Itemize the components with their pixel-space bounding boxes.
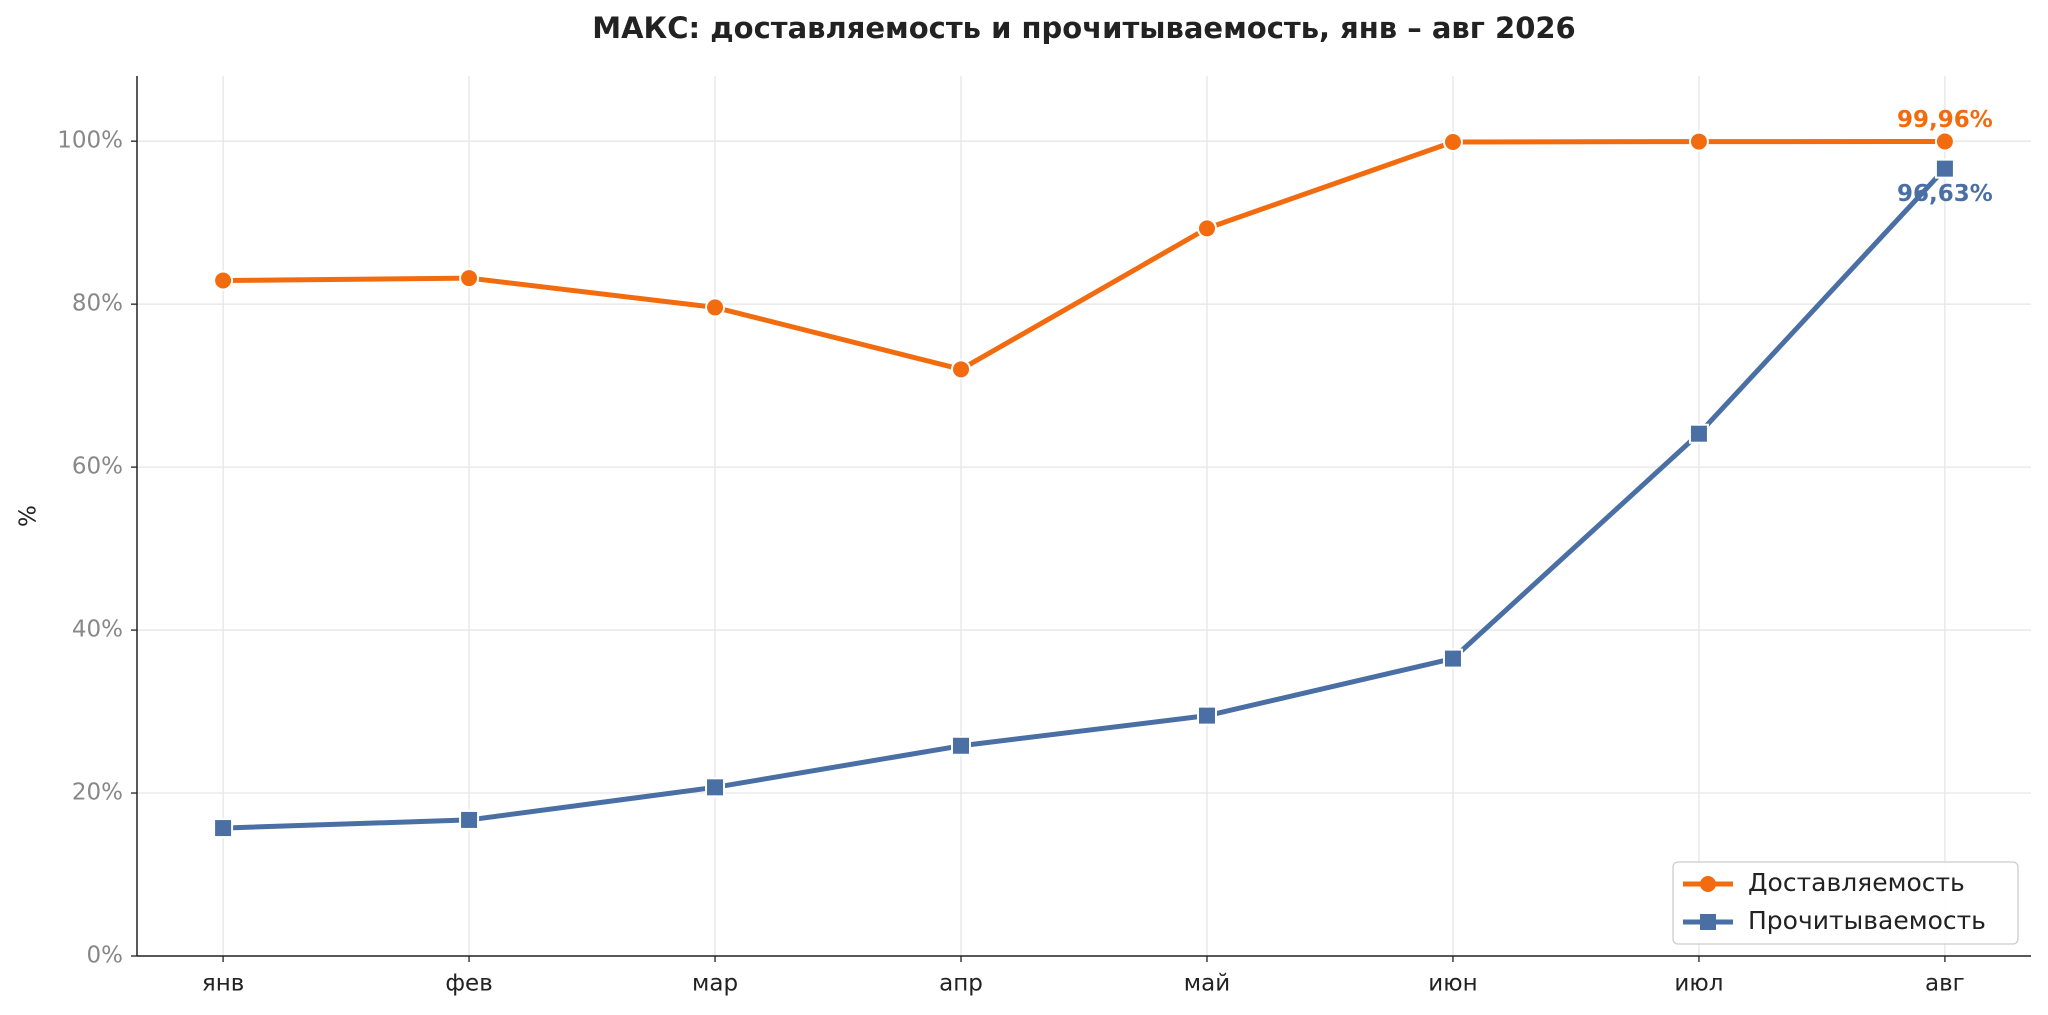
legend-marker [1700, 876, 1716, 892]
value-label: 96,63% [1897, 181, 1993, 207]
x-tick-label: июн [1428, 971, 1477, 997]
x-tick-label: янв [202, 971, 244, 997]
marker [1934, 158, 1955, 179]
x-tick-label: май [1184, 971, 1230, 997]
marker [1442, 648, 1463, 669]
marker [1688, 423, 1709, 444]
marker [951, 359, 972, 380]
series-line [223, 139, 1945, 372]
x-tick-label: мар [692, 971, 738, 997]
marker [1196, 705, 1217, 726]
y-tick-label: 60% [72, 454, 123, 480]
y-tick-label: 80% [72, 291, 123, 317]
legend-box [1672, 861, 2019, 945]
marker [1196, 218, 1217, 239]
x-tick-label: фев [445, 971, 492, 997]
y-axis-label: % [16, 505, 42, 527]
marker [1688, 131, 1709, 152]
x-tick-label: апр [939, 971, 983, 997]
legend: Доставляемость Прочитываемость [1672, 861, 2019, 945]
legend-label: Доставляемость [1748, 868, 1965, 897]
y-tick-label: 100% [57, 128, 123, 154]
y-tick-label: 0% [87, 943, 124, 969]
value-label: 99,96% [1897, 107, 1993, 133]
marker [1442, 132, 1463, 152]
marker [705, 777, 726, 798]
marker [951, 735, 972, 756]
marker [459, 809, 480, 830]
marker [705, 297, 726, 318]
marker [213, 818, 234, 839]
y-tick-label: 20% [72, 780, 123, 806]
x-tick-label: июл [1674, 971, 1723, 997]
legend-label: Прочитываемость [1748, 906, 1986, 935]
marker [459, 268, 480, 289]
chart-title: МАКС: доставляемость и прочитываемость, … [592, 11, 1575, 45]
series-line [223, 166, 1947, 831]
marker [213, 270, 234, 291]
marker [1934, 131, 1955, 152]
y-tick-label: 40% [72, 617, 123, 643]
x-tick-label: авг [1925, 971, 1965, 997]
legend-marker [1700, 914, 1716, 930]
